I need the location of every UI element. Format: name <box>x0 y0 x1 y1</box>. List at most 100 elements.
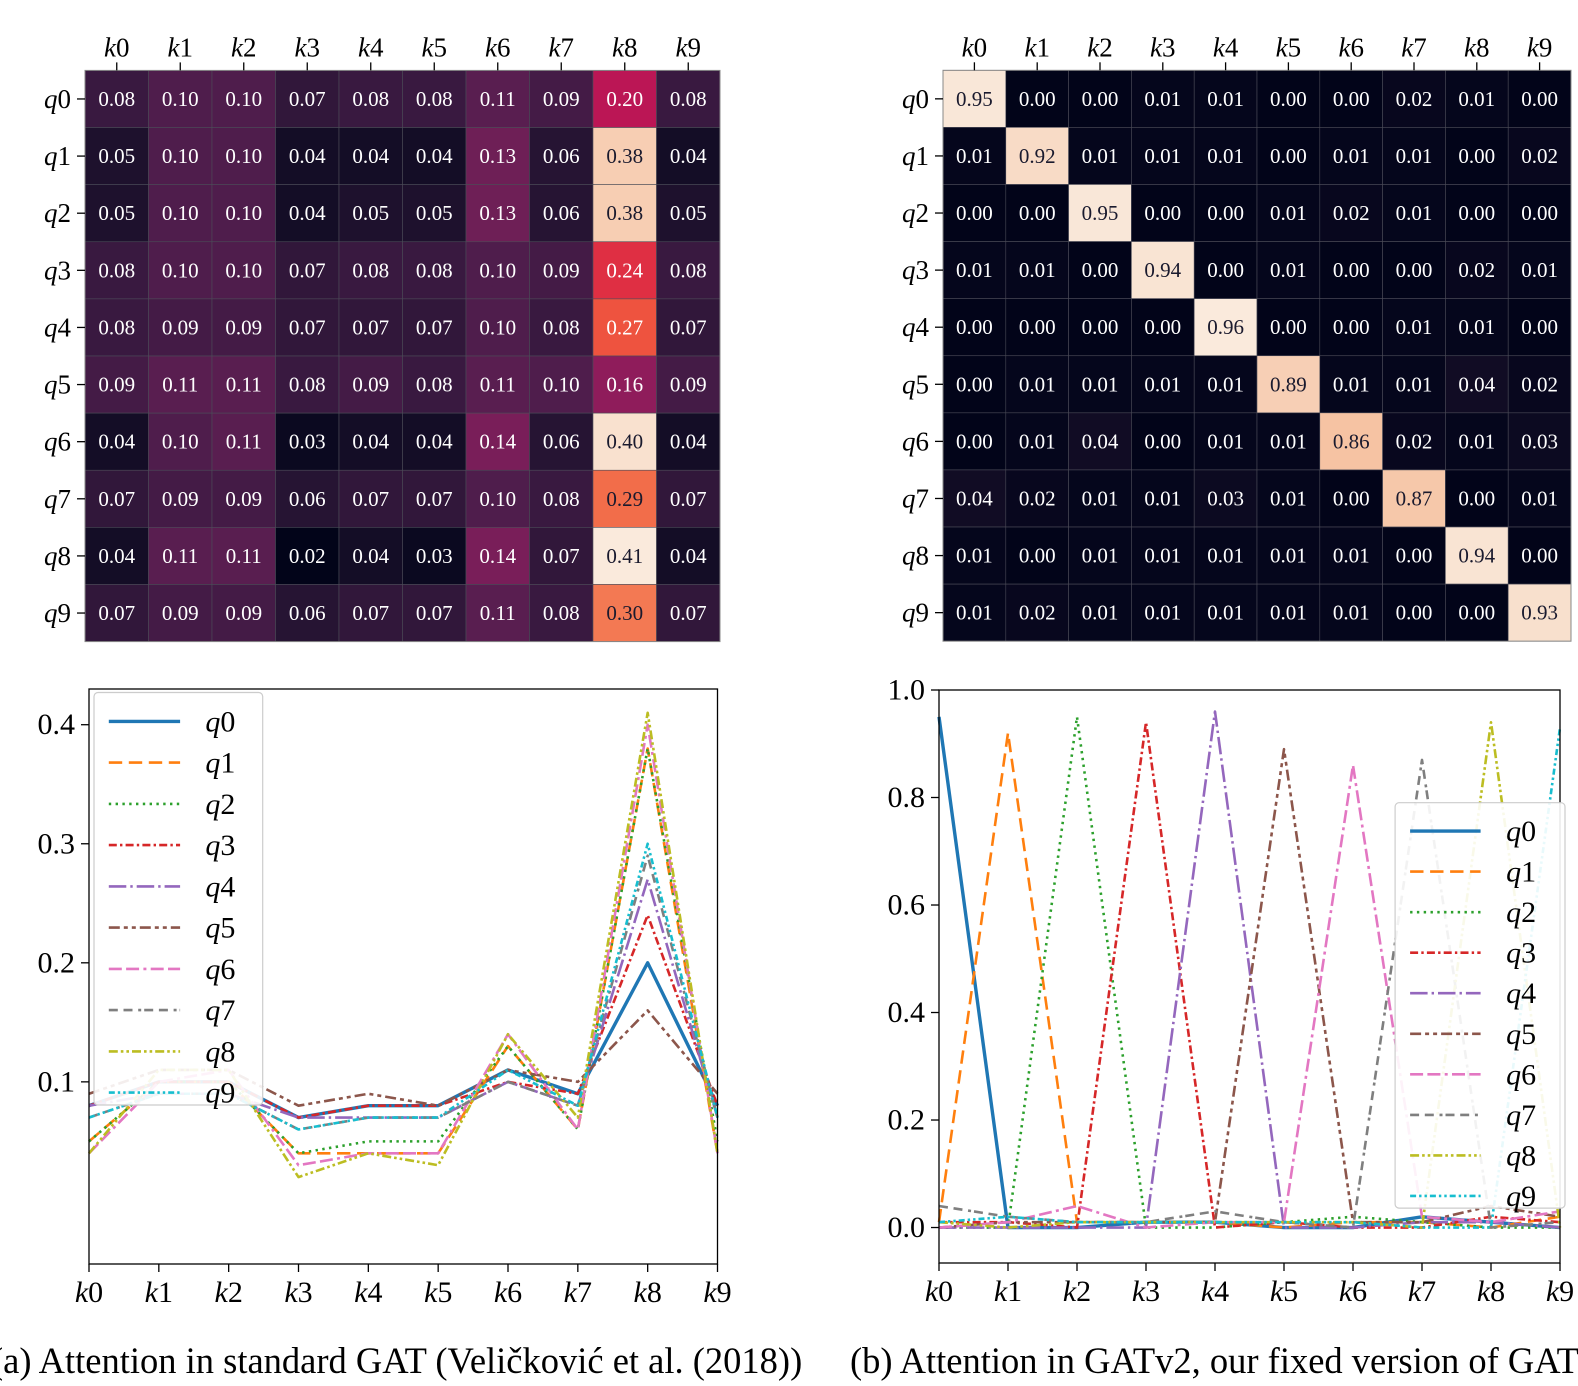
svg-text:0.00: 0.00 <box>1396 544 1433 568</box>
svg-text:0.00: 0.00 <box>1270 315 1307 339</box>
svg-text:k6: k6 <box>1339 1275 1367 1308</box>
svg-text:0.01: 0.01 <box>1207 429 1244 453</box>
svg-text:q8: q8 <box>205 1035 235 1068</box>
svg-text:0.02: 0.02 <box>289 544 326 568</box>
svg-text:0.4: 0.4 <box>888 996 926 1029</box>
svg-text:0.00: 0.00 <box>1521 201 1558 225</box>
svg-text:0.05: 0.05 <box>352 201 389 225</box>
svg-text:0.00: 0.00 <box>1019 544 1056 568</box>
svg-text:0.09: 0.09 <box>225 487 262 511</box>
svg-text:0.00: 0.00 <box>1333 315 1370 339</box>
svg-text:q6: q6 <box>902 426 929 456</box>
svg-text:0.00: 0.00 <box>956 201 993 225</box>
svg-text:0.01: 0.01 <box>1019 258 1056 282</box>
svg-text:0.02: 0.02 <box>1396 429 1433 453</box>
svg-text:0.07: 0.07 <box>543 544 580 568</box>
svg-text:k5: k5 <box>424 1276 452 1309</box>
svg-text:0.05: 0.05 <box>98 144 135 168</box>
svg-text:0.89: 0.89 <box>1270 372 1307 396</box>
svg-text:0.4: 0.4 <box>38 708 76 741</box>
svg-text:k1: k1 <box>168 32 193 62</box>
svg-text:0.00: 0.00 <box>1270 87 1307 111</box>
svg-text:q3: q3 <box>902 255 929 285</box>
svg-text:0.01: 0.01 <box>1333 601 1370 625</box>
svg-text:0.00: 0.00 <box>1521 87 1558 111</box>
svg-text:q5: q5 <box>205 911 235 944</box>
svg-text:0.07: 0.07 <box>289 315 326 339</box>
svg-text:q4: q4 <box>44 312 72 342</box>
svg-text:0.01: 0.01 <box>1333 544 1370 568</box>
svg-text:0.03: 0.03 <box>1521 429 1558 453</box>
svg-text:0.00: 0.00 <box>1458 144 1495 168</box>
svg-text:q2: q2 <box>1506 896 1536 929</box>
svg-text:0.08: 0.08 <box>416 258 453 282</box>
svg-text:q0: q0 <box>205 705 235 738</box>
svg-text:0.01: 0.01 <box>1396 201 1433 225</box>
svg-text:0.01: 0.01 <box>1019 429 1056 453</box>
svg-text:0.00: 0.00 <box>1458 601 1495 625</box>
svg-text:q1: q1 <box>44 141 71 171</box>
svg-text:k7: k7 <box>1401 32 1426 62</box>
svg-text:0.00: 0.00 <box>1458 201 1495 225</box>
svg-text:0.00: 0.00 <box>1270 144 1307 168</box>
svg-text:0.03: 0.03 <box>416 544 453 568</box>
svg-text:0.04: 0.04 <box>416 430 453 454</box>
svg-text:k2: k2 <box>215 1276 243 1309</box>
svg-text:k1: k1 <box>145 1276 173 1309</box>
svg-text:0.04: 0.04 <box>98 430 135 454</box>
svg-text:0.01: 0.01 <box>1207 372 1244 396</box>
svg-text:0.8: 0.8 <box>888 781 926 814</box>
svg-text:q5: q5 <box>1506 1017 1536 1050</box>
svg-text:0.07: 0.07 <box>416 487 453 511</box>
svg-text:0.08: 0.08 <box>543 487 580 511</box>
svg-text:0.04: 0.04 <box>352 144 389 168</box>
svg-text:0.01: 0.01 <box>1082 601 1119 625</box>
svg-text:0.01: 0.01 <box>1270 258 1307 282</box>
svg-text:q9: q9 <box>205 1076 235 1109</box>
svg-text:0.09: 0.09 <box>352 373 389 397</box>
svg-text:k8: k8 <box>1464 32 1489 62</box>
svg-text:0.07: 0.07 <box>416 315 453 339</box>
svg-text:0.11: 0.11 <box>226 430 262 454</box>
svg-text:0.08: 0.08 <box>543 315 580 339</box>
svg-text:0.10: 0.10 <box>162 144 199 168</box>
svg-text:0.00: 0.00 <box>1082 87 1119 111</box>
svg-text:0.08: 0.08 <box>98 87 135 111</box>
svg-text:0.87: 0.87 <box>1396 486 1433 510</box>
svg-text:0.04: 0.04 <box>1458 372 1495 396</box>
svg-text:0.08: 0.08 <box>289 373 326 397</box>
svg-text:k8: k8 <box>1477 1275 1505 1308</box>
svg-text:q4: q4 <box>205 870 235 903</box>
svg-text:0.02: 0.02 <box>1019 486 1056 510</box>
svg-text:0.01: 0.01 <box>1396 315 1433 339</box>
svg-text:0.6: 0.6 <box>888 889 926 922</box>
svg-text:0.08: 0.08 <box>670 258 707 282</box>
svg-text:0.13: 0.13 <box>479 144 516 168</box>
svg-text:0.00: 0.00 <box>1144 201 1181 225</box>
svg-text:q5: q5 <box>44 370 71 400</box>
svg-text:0.95: 0.95 <box>956 87 993 111</box>
svg-text:q4: q4 <box>1506 977 1536 1010</box>
svg-text:0.01: 0.01 <box>956 144 993 168</box>
svg-text:0.07: 0.07 <box>289 87 326 111</box>
svg-text:0.04: 0.04 <box>352 430 389 454</box>
svg-text:q7: q7 <box>1506 1098 1536 1131</box>
svg-text:0.02: 0.02 <box>1333 201 1370 225</box>
svg-text:0.00: 0.00 <box>1207 201 1244 225</box>
svg-text:0.2: 0.2 <box>888 1104 926 1137</box>
svg-text:k0: k0 <box>962 32 987 62</box>
svg-text:0.07: 0.07 <box>670 601 707 625</box>
svg-text:0.06: 0.06 <box>543 144 580 168</box>
svg-text:0.10: 0.10 <box>225 258 262 282</box>
svg-text:0.10: 0.10 <box>162 87 199 111</box>
svg-text:0.07: 0.07 <box>352 601 389 625</box>
svg-text:0.40: 0.40 <box>606 430 643 454</box>
svg-text:0.00: 0.00 <box>956 315 993 339</box>
svg-text:q2: q2 <box>902 198 929 228</box>
svg-text:k5: k5 <box>1276 32 1301 62</box>
svg-text:0.93: 0.93 <box>1521 601 1558 625</box>
svg-text:0.08: 0.08 <box>416 373 453 397</box>
svg-text:0.07: 0.07 <box>98 487 135 511</box>
svg-text:0.04: 0.04 <box>98 544 135 568</box>
svg-text:0.01: 0.01 <box>1144 144 1181 168</box>
